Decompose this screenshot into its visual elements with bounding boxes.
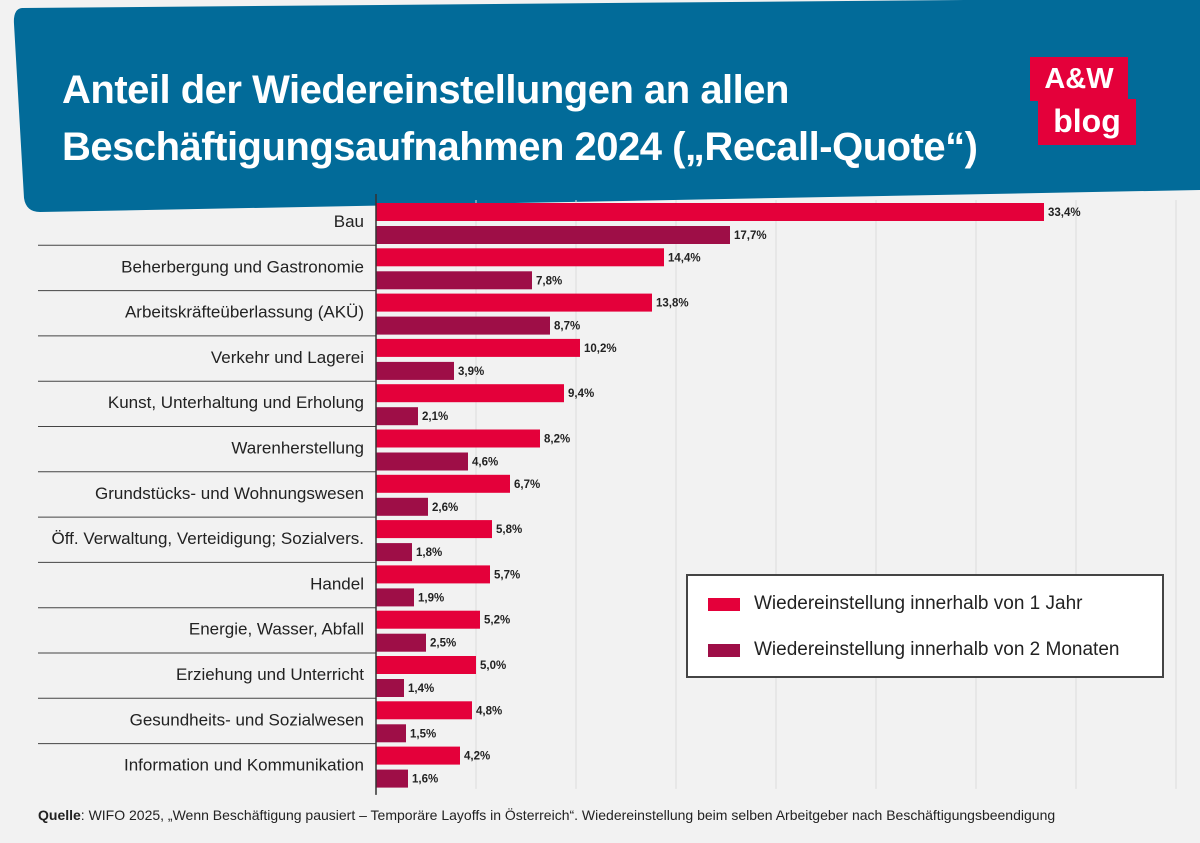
labels: Bau 33,4% 17,7% Beherbergung und Gastronomi… [52, 207, 1081, 786]
category-label: Warenherstellung [231, 439, 364, 458]
bar [376, 226, 730, 244]
bar [376, 520, 492, 539]
value-label: 4,8% [476, 705, 502, 717]
bar [376, 769, 408, 788]
bar [376, 248, 664, 267]
bar [376, 384, 564, 403]
header-banner [13, 0, 1200, 212]
value-label: 8,2% [544, 434, 570, 446]
legend: Wiedereinstellung innerhalb von 1 Jahr W… [686, 574, 1164, 678]
legend-label-2-months: Wiedereinstellung innerhalb von 2 Monate… [754, 639, 1120, 660]
value-label: 1,4% [408, 683, 434, 695]
bar [376, 701, 472, 720]
title-line-1: Anteil der Wiedereinstellungen an allen [62, 68, 789, 112]
value-label: 17,7% [734, 230, 767, 242]
source-label: Quelle [38, 807, 81, 823]
bar [376, 429, 540, 448]
value-label: 14,4% [668, 252, 701, 264]
bar [376, 203, 1044, 221]
row-separators [38, 244, 376, 745]
value-label: 7,8% [536, 275, 562, 287]
value-label: 2,1% [422, 411, 448, 423]
header-background [13, 0, 1200, 212]
category-label: Energie, Wasser, Abfall [189, 620, 364, 639]
bar [376, 407, 418, 426]
legend-swatch-1-year [708, 597, 740, 611]
bar [376, 452, 468, 471]
logo-top: A&W [1030, 57, 1128, 101]
bars [376, 203, 1044, 788]
legend-item-2-months: Wiedereinstellung innerhalb von 2 Monate… [708, 635, 1119, 665]
value-label: 5,0% [480, 660, 506, 672]
bar [376, 338, 580, 357]
bar [376, 610, 480, 629]
value-label: 5,2% [484, 615, 510, 627]
value-label: 4,2% [464, 751, 490, 763]
grid-layer [475, 200, 1177, 789]
value-label: 33,4% [1048, 207, 1081, 219]
value-label: 9,4% [568, 388, 594, 400]
value-label: 1,6% [412, 774, 438, 786]
category-label: Grundstücks- und Wohnungswesen [95, 484, 364, 503]
value-label: 2,6% [432, 502, 458, 514]
category-label: Verkehr und Lagerei [211, 348, 364, 367]
category-label: Information und Kommunikation [124, 756, 364, 775]
category-label: Gesundheits- und Sozialwesen [130, 710, 364, 729]
category-label: Bau [334, 212, 364, 231]
source-note: Quelle: WIFO 2025, „Wenn Beschäftigung p… [38, 807, 1178, 823]
bar [376, 316, 550, 335]
bar [376, 588, 414, 607]
bar [376, 565, 490, 584]
value-label: 2,5% [430, 638, 456, 650]
bar [376, 679, 404, 697]
category-label: Öff. Verwaltung, Verteidigung; Sozialver… [52, 529, 364, 548]
title-line-2: Beschäftigungsaufnahmen 2024 („Recall-Qu… [62, 125, 978, 169]
legend-label-1-year: Wiedereinstellung innerhalb von 1 Jahr [754, 593, 1083, 614]
legend-item-1-year: Wiedereinstellung innerhalb von 1 Jahr [708, 589, 1082, 619]
bar [376, 293, 652, 312]
bar [376, 633, 426, 652]
bar [376, 543, 412, 562]
bar [376, 361, 454, 380]
category-label: Arbeitskräfteüberlassung (AKÜ) [125, 303, 364, 322]
value-label: 5,7% [494, 569, 520, 581]
source-text: : WIFO 2025, „Wenn Beschäftigung pausier… [80, 807, 1056, 823]
value-label: 1,5% [410, 728, 436, 740]
bar [376, 497, 428, 516]
logo-bottom: blog [1038, 99, 1136, 145]
category-label: Handel [310, 574, 364, 593]
value-label: 13,8% [656, 298, 689, 310]
bar [376, 746, 460, 765]
chart-title: Anteil der Wiedereinstellungen an allen … [62, 62, 982, 176]
category-label: Beherbergung und Gastronomie [121, 257, 364, 276]
value-label: 1,8% [416, 547, 442, 559]
value-label: 5,8% [496, 524, 522, 536]
value-label: 8,7% [554, 321, 580, 333]
bar [376, 656, 476, 674]
bar [376, 724, 406, 743]
value-label: 3,9% [458, 366, 484, 378]
legend-swatch-2-months [708, 643, 740, 657]
category-label: Kunst, Unterhaltung und Erholung [108, 393, 364, 412]
category-label: Erziehung und Unterricht [176, 665, 364, 684]
value-label: 6,7% [514, 479, 540, 491]
aw-blog-logo: A&W blog [1024, 57, 1136, 147]
value-label: 4,6% [472, 457, 498, 469]
value-label: 10,2% [584, 343, 617, 355]
bar [376, 474, 510, 493]
bar [376, 271, 532, 290]
value-label: 1,9% [418, 592, 444, 604]
